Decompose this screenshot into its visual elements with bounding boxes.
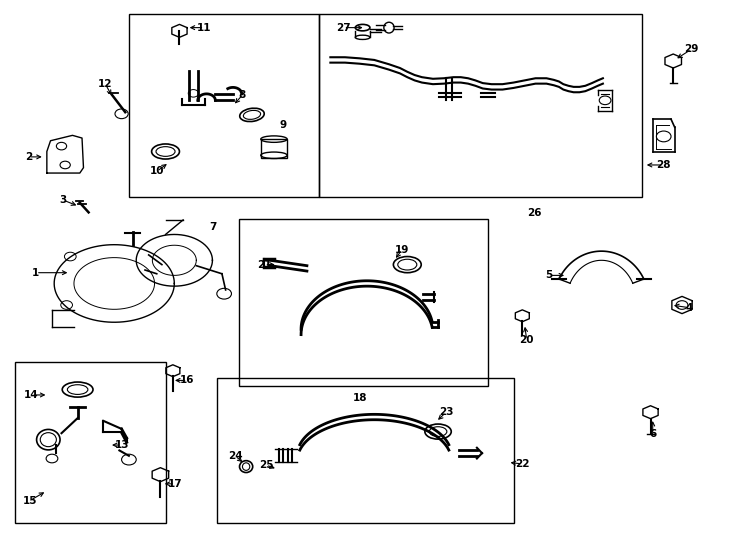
Text: 18: 18 (352, 393, 367, 403)
Text: 26: 26 (527, 208, 541, 219)
Text: 12: 12 (98, 79, 113, 89)
Text: 15: 15 (23, 496, 37, 505)
Text: 21: 21 (257, 260, 272, 269)
Text: 6: 6 (649, 429, 656, 439)
Bar (319, 14, 642, 197)
Text: 4: 4 (686, 303, 693, 313)
Bar (239, 219, 488, 386)
Text: 1: 1 (32, 268, 40, 278)
Bar (217, 377, 514, 523)
Text: 13: 13 (115, 440, 129, 450)
Text: 17: 17 (168, 479, 182, 489)
Text: 20: 20 (520, 335, 534, 345)
Text: 25: 25 (258, 460, 273, 470)
Text: 9: 9 (279, 119, 286, 130)
Text: 11: 11 (197, 23, 211, 32)
Text: 5: 5 (545, 271, 552, 280)
Bar (15, 362, 166, 523)
Bar (129, 14, 319, 197)
Text: 2: 2 (25, 152, 32, 162)
Text: 8: 8 (239, 90, 246, 100)
Text: 23: 23 (439, 407, 454, 417)
Text: 28: 28 (656, 160, 671, 170)
Text: 14: 14 (24, 390, 39, 400)
Text: 19: 19 (395, 245, 410, 254)
Bar (261, 139, 287, 158)
Text: 10: 10 (150, 166, 164, 177)
Text: 22: 22 (515, 459, 529, 469)
Text: 16: 16 (181, 375, 195, 386)
Text: 24: 24 (228, 451, 242, 461)
Text: 7: 7 (209, 222, 217, 232)
Text: 3: 3 (59, 195, 67, 205)
Text: 29: 29 (684, 44, 699, 54)
Text: 27: 27 (336, 23, 351, 32)
